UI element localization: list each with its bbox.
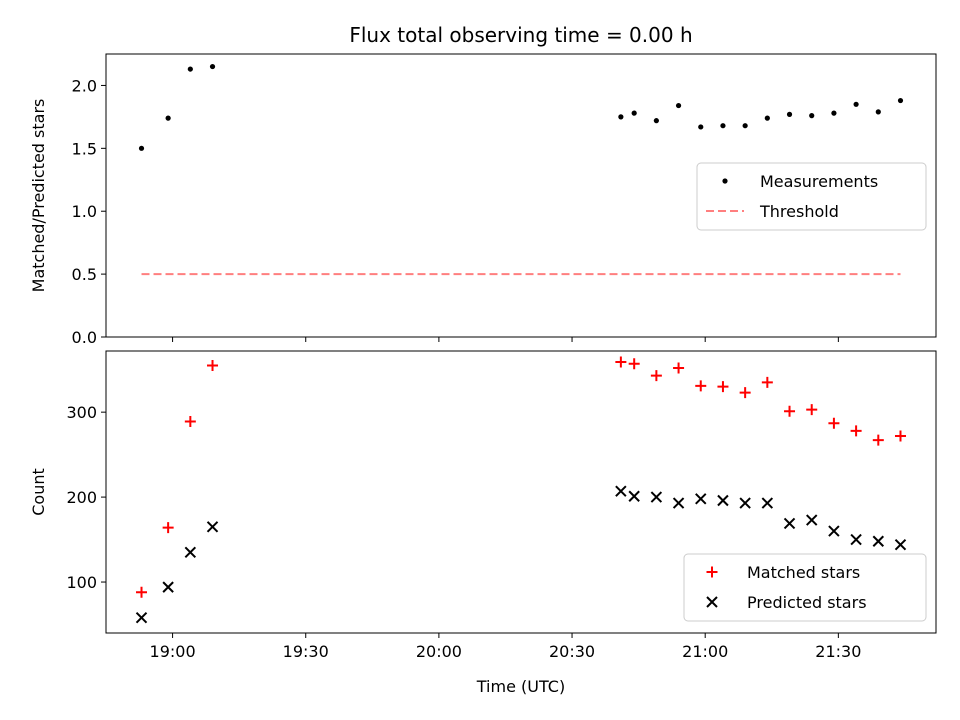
x-tick-label: 19:00 bbox=[150, 642, 196, 661]
plot-frame bbox=[105, 53, 937, 338]
y-tick-label: 200 bbox=[66, 488, 97, 507]
legend-label: Measurements bbox=[760, 172, 878, 191]
data-point bbox=[184, 416, 196, 427]
legend-box bbox=[683, 553, 927, 622]
legend-entry: Measurements bbox=[722, 172, 878, 191]
data-point bbox=[673, 362, 685, 374]
data-point bbox=[897, 97, 904, 104]
data-point bbox=[695, 380, 707, 392]
chart-title: Flux total observing time = 0.00 h bbox=[349, 23, 692, 47]
x-tick-label: 20:30 bbox=[549, 642, 595, 661]
data-point bbox=[631, 110, 637, 116]
x-tick-label: 20:00 bbox=[416, 642, 462, 661]
data-point bbox=[783, 517, 796, 530]
data-point bbox=[894, 430, 906, 442]
data-point bbox=[872, 535, 885, 547]
data-point bbox=[628, 490, 640, 502]
panel-1: Flux total observing time = 0.00 h 0.0 0.5… bbox=[29, 23, 937, 347]
data-point bbox=[209, 63, 216, 70]
x-tick-label: 19:30 bbox=[283, 642, 329, 661]
data-point bbox=[165, 115, 171, 121]
data-point bbox=[828, 417, 840, 429]
legend-label: Matched stars bbox=[747, 563, 860, 582]
data-point bbox=[206, 521, 219, 533]
data-point bbox=[850, 533, 862, 546]
data-point bbox=[831, 110, 837, 116]
data-point bbox=[672, 497, 685, 509]
data-point bbox=[162, 522, 174, 534]
data-point bbox=[628, 358, 640, 370]
plot-frame bbox=[105, 350, 937, 634]
y-tick-label: 100 bbox=[66, 573, 97, 592]
legend-box bbox=[696, 162, 927, 231]
legend-swatch bbox=[722, 178, 728, 184]
panel-2: 100 200 300 19:00 19:30 20:00 20:30 21:00 21:30 C… bbox=[29, 350, 937, 696]
data-point bbox=[187, 66, 193, 72]
data-point bbox=[615, 356, 627, 368]
legend: Matched stars Predicted stars bbox=[683, 553, 927, 622]
y-tick-label: 2.0 bbox=[72, 76, 97, 95]
data-point bbox=[162, 581, 174, 593]
data-point bbox=[615, 485, 627, 497]
data-point bbox=[764, 115, 770, 121]
y-tick-label: 300 bbox=[66, 403, 97, 422]
x-tick-label: 21:00 bbox=[682, 642, 728, 661]
legend: Measurements Threshold bbox=[696, 162, 927, 231]
data-point bbox=[653, 118, 659, 124]
series-measurements bbox=[138, 63, 904, 151]
data-point bbox=[207, 359, 219, 371]
data-point bbox=[761, 497, 774, 509]
data-point bbox=[739, 497, 751, 509]
legend-label: Threshold bbox=[759, 202, 839, 221]
x-axis-label: Time (UTC) bbox=[476, 677, 565, 696]
data-point bbox=[853, 101, 859, 107]
legend-entry: Predicted stars bbox=[706, 593, 867, 612]
data-point bbox=[135, 612, 148, 624]
x-tick-label: 21:30 bbox=[815, 642, 861, 661]
series-matched-stars bbox=[136, 356, 906, 598]
legend-label: Predicted stars bbox=[747, 593, 867, 612]
data-point bbox=[784, 405, 796, 417]
data-point bbox=[136, 586, 148, 598]
data-point bbox=[809, 113, 815, 119]
data-point bbox=[717, 381, 729, 393]
data-point bbox=[650, 370, 662, 382]
data-point bbox=[184, 546, 197, 559]
legend-swatch bbox=[706, 596, 718, 608]
y-axis-label: Count bbox=[29, 468, 48, 516]
data-point bbox=[806, 404, 818, 416]
data-point bbox=[872, 434, 884, 446]
data-point bbox=[875, 109, 881, 115]
data-point bbox=[742, 123, 748, 129]
data-point bbox=[650, 491, 663, 503]
y-tick-label: 0.5 bbox=[72, 265, 97, 284]
series-predicted-stars bbox=[135, 485, 907, 624]
data-point bbox=[761, 376, 773, 388]
data-point bbox=[618, 114, 624, 120]
data-point bbox=[850, 425, 862, 437]
data-point bbox=[894, 538, 907, 551]
legend-entry: Threshold bbox=[706, 202, 839, 221]
data-point bbox=[695, 493, 707, 505]
data-point bbox=[786, 111, 793, 117]
data-point bbox=[828, 525, 840, 537]
y-tick-label: 1.0 bbox=[72, 202, 97, 221]
data-point bbox=[675, 102, 682, 109]
data-point bbox=[717, 494, 729, 507]
y-tick-label: 1.5 bbox=[72, 139, 97, 158]
data-point bbox=[698, 124, 704, 130]
data-point bbox=[739, 387, 751, 399]
y-tick-label: 0.0 bbox=[72, 328, 97, 347]
data-point bbox=[720, 123, 726, 129]
legend-swatch bbox=[706, 566, 718, 578]
data-point bbox=[138, 145, 145, 151]
legend-entry: Matched stars bbox=[706, 563, 860, 582]
data-point bbox=[806, 514, 818, 526]
y-axis-label: Matched/Predicted stars bbox=[29, 99, 48, 293]
